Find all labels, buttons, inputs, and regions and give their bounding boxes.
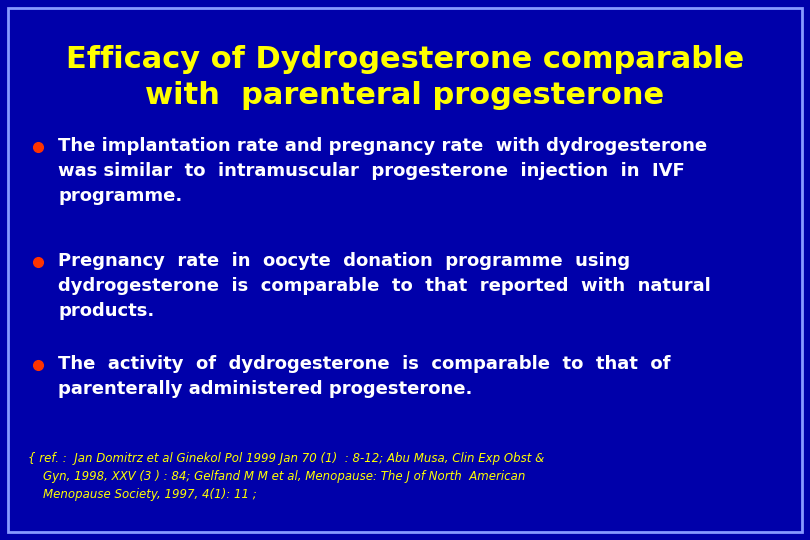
Text: Efficacy of Dydrogesterone comparable: Efficacy of Dydrogesterone comparable: [66, 45, 744, 75]
Text: with  parenteral progesterone: with parenteral progesterone: [146, 80, 664, 110]
Text: The  activity  of  dydrogesterone  is  comparable  to  that  of
parenterally adm: The activity of dydrogesterone is compar…: [58, 355, 671, 398]
Text: Pregnancy  rate  in  oocyte  donation  programme  using
dydrogesterone  is  comp: Pregnancy rate in oocyte donation progra…: [58, 252, 710, 320]
Text: { ref. :  Jan Domitrz et al Ginekol Pol 1999 Jan 70 (1)  : 8-12; Abu Musa, Clin : { ref. : Jan Domitrz et al Ginekol Pol 1…: [28, 452, 544, 501]
Text: The implantation rate and pregnancy rate  with dydrogesterone
was similar  to  i: The implantation rate and pregnancy rate…: [58, 137, 707, 205]
